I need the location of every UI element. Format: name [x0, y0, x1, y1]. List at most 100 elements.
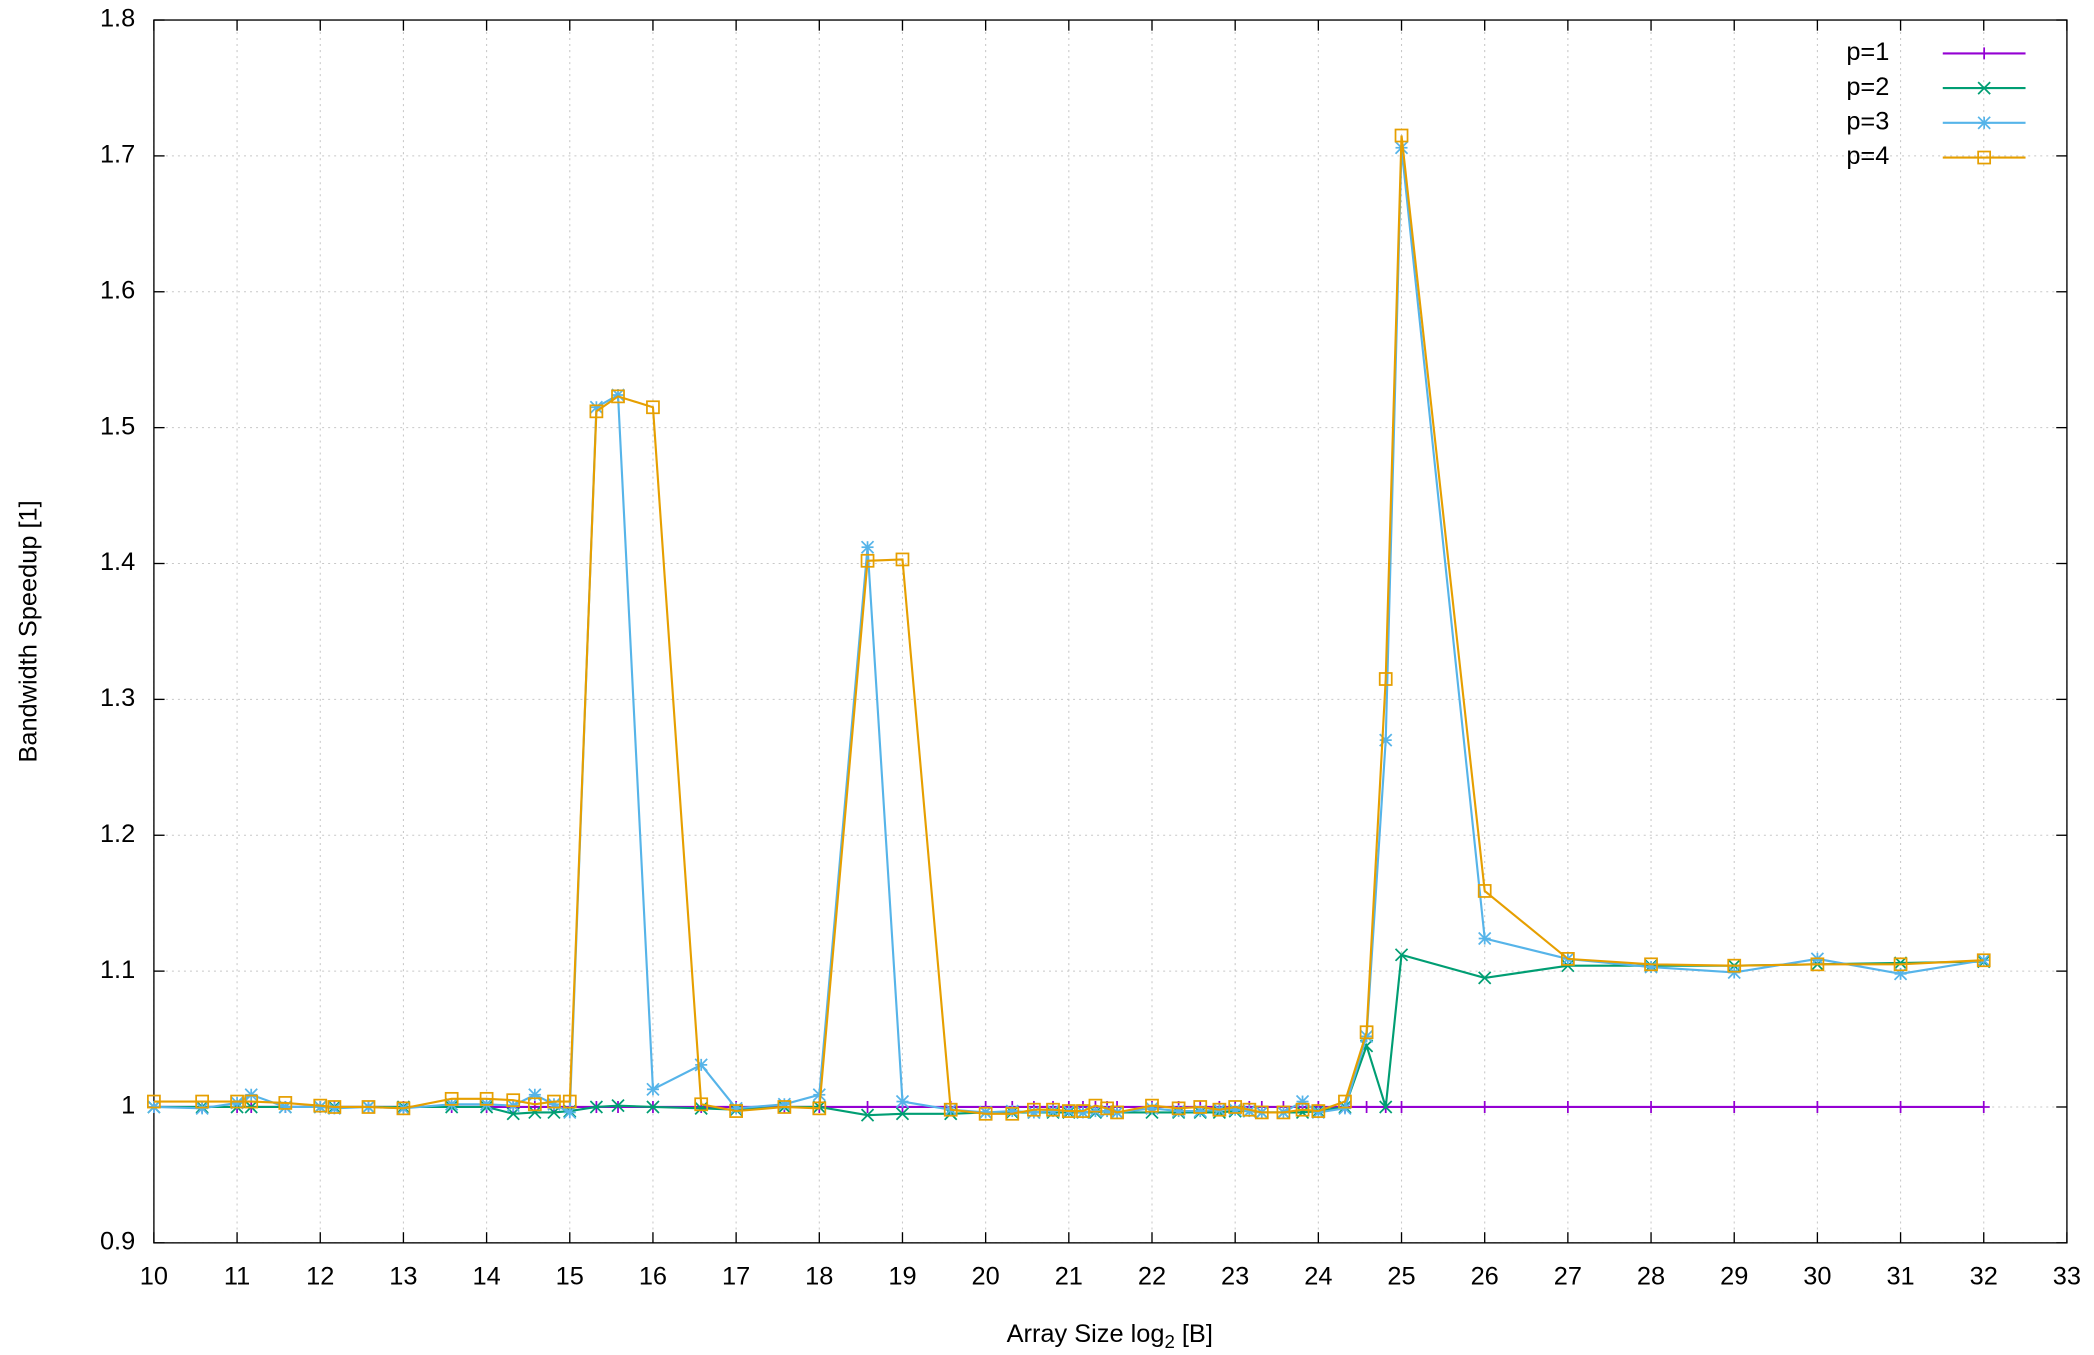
point	[1295, 1094, 1310, 1109]
point	[646, 1100, 660, 1114]
point	[1110, 1105, 1124, 1120]
x-tick-label: 20	[972, 1262, 1000, 1290]
marker-stroke	[895, 1094, 910, 1109]
marker-stroke	[528, 1105, 542, 1120]
point	[1394, 948, 1409, 962]
x-axis-label: Array Size log2 [B]	[1007, 1320, 1213, 1352]
marker-stroke	[1478, 931, 1492, 946]
point	[860, 553, 875, 568]
marker-square	[1276, 1105, 1291, 1120]
point	[1379, 1100, 1393, 1114]
point	[1005, 1106, 1020, 1121]
point	[895, 552, 910, 567]
point	[1311, 1104, 1326, 1118]
marker-square	[1171, 1101, 1186, 1116]
marker-square	[479, 1091, 494, 1106]
point	[1394, 128, 1409, 143]
marker-square	[1338, 1094, 1352, 1109]
marker-stroke	[1478, 971, 1492, 985]
marker-square	[1145, 1098, 1159, 1113]
point	[1212, 1102, 1227, 1117]
point	[562, 1094, 577, 1109]
point	[1977, 150, 1992, 165]
point	[1810, 957, 1825, 972]
y-tick-label: 1.8	[100, 5, 135, 33]
point	[1645, 1100, 1658, 1113]
point	[729, 1104, 743, 1118]
x-axis-label-space	[1175, 1320, 1182, 1348]
y-tick-label: 1.7	[100, 141, 135, 169]
point	[547, 1094, 561, 1109]
point	[1894, 1100, 1907, 1113]
x-tick-label: 16	[639, 1262, 667, 1290]
point	[1145, 1098, 1159, 1113]
point	[860, 540, 875, 554]
x-tick-label: 18	[805, 1262, 833, 1290]
marker-square	[1254, 1105, 1269, 1120]
marker-square	[1976, 953, 1991, 968]
marker-stroke	[589, 400, 604, 414]
x-tick-label: 27	[1554, 1262, 1582, 1290]
point	[1478, 1100, 1491, 1113]
marker-square	[1893, 957, 1908, 972]
point	[1644, 957, 1658, 972]
point	[1728, 1100, 1741, 1113]
marker-stroke	[1977, 116, 1991, 130]
marker-square	[506, 1093, 521, 1108]
x-axis-label-main: Array Size log	[1007, 1320, 1165, 1348]
y-tick-label: 1.3	[100, 684, 135, 712]
marker-square	[1311, 1104, 1326, 1118]
marker-square	[1378, 672, 1393, 686]
marker-square	[1727, 958, 1742, 973]
marker-square	[396, 1101, 411, 1116]
x-tick-label: 12	[306, 1262, 334, 1290]
point	[506, 1093, 521, 1108]
x-tick-label: 19	[888, 1262, 916, 1290]
point	[1295, 1102, 1310, 1117]
x-tick-label: 10	[140, 1262, 168, 1290]
x-axis-label-sub: 2	[1164, 1331, 1174, 1352]
x-tick-label: 29	[1720, 1262, 1748, 1290]
marker-square	[1005, 1106, 1020, 1121]
point	[943, 1102, 958, 1117]
point	[777, 1097, 791, 1111]
marker-stroke	[1977, 81, 1991, 95]
point	[195, 1094, 210, 1109]
legend-label: p=4	[1846, 142, 1889, 170]
point	[729, 1101, 743, 1115]
point	[978, 1106, 993, 1121]
point	[1978, 47, 1991, 60]
point	[1811, 1100, 1824, 1113]
point	[612, 1100, 625, 1113]
point	[444, 1091, 459, 1106]
point	[327, 1100, 342, 1114]
point	[1560, 952, 1575, 966]
x-tick-label: 24	[1304, 1262, 1332, 1290]
point	[1561, 1100, 1574, 1113]
point	[1193, 1100, 1208, 1114]
marker-stroke	[589, 1100, 604, 1114]
marker-stroke	[1359, 1029, 1374, 1043]
marker-square	[1477, 884, 1492, 898]
x-axis-label-unit: [B]	[1182, 1320, 1213, 1348]
y-axis-label: Bandwidth Speedup [1]	[14, 500, 42, 762]
point	[1027, 1102, 1041, 1117]
point	[1378, 672, 1393, 686]
y-tick-label: 1	[121, 1092, 135, 1120]
marker-square	[812, 1101, 827, 1116]
point	[1644, 960, 1658, 974]
marker-square	[729, 1104, 743, 1118]
point	[611, 1099, 625, 1113]
marker-stroke	[860, 540, 875, 554]
point	[812, 1088, 826, 1102]
point	[1977, 116, 1991, 130]
point	[1477, 884, 1492, 898]
marker-square	[589, 404, 604, 419]
marker-stroke	[812, 1088, 826, 1102]
marker-square	[1394, 128, 1409, 143]
x-tick-label: 13	[389, 1262, 417, 1290]
point	[589, 404, 604, 419]
point	[1976, 953, 1991, 968]
marker-square	[611, 389, 625, 404]
